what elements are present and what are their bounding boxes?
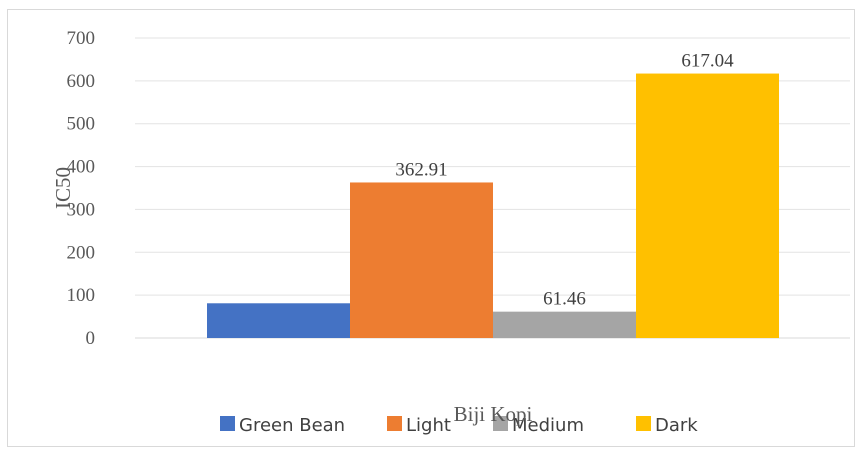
legend-swatch <box>493 416 508 431</box>
legend: Green Bean Light Medium Dark <box>220 415 698 436</box>
y-tick-label: 700 <box>67 28 96 49</box>
y-tick-label: 600 <box>67 71 96 92</box>
y-tick-label: 200 <box>67 242 96 263</box>
bar-dark <box>636 73 779 338</box>
legend-swatch <box>636 416 651 431</box>
y-tick-label: 100 <box>67 285 96 306</box>
y-axis-ticks: 0 100 200 300 400 500 600 700 <box>67 28 96 349</box>
legend-swatch <box>220 416 235 431</box>
data-label: 61.46 <box>543 289 586 310</box>
data-label: 617.04 <box>681 51 734 72</box>
legend-label: Green Bean <box>239 415 345 436</box>
y-tick-label: 500 <box>67 114 96 135</box>
legend-label: Light <box>406 415 451 436</box>
legend-label: Medium <box>512 415 584 436</box>
legend-label: Dark <box>655 415 698 436</box>
bars <box>207 73 779 338</box>
bar-light <box>350 182 493 338</box>
y-tick-label: 300 <box>67 199 96 220</box>
data-labels: 362.91 61.46 617.04 <box>395 51 734 310</box>
bar-green-bean <box>207 303 350 338</box>
legend-swatch <box>387 416 402 431</box>
y-tick-label: 0 <box>86 328 96 349</box>
data-label: 362.91 <box>395 159 447 180</box>
y-tick-label: 400 <box>67 157 96 178</box>
x-axis-title: Biji Kopi <box>454 402 533 426</box>
y-axis-title: IC50 <box>51 167 75 209</box>
bar-medium <box>493 311 636 338</box>
